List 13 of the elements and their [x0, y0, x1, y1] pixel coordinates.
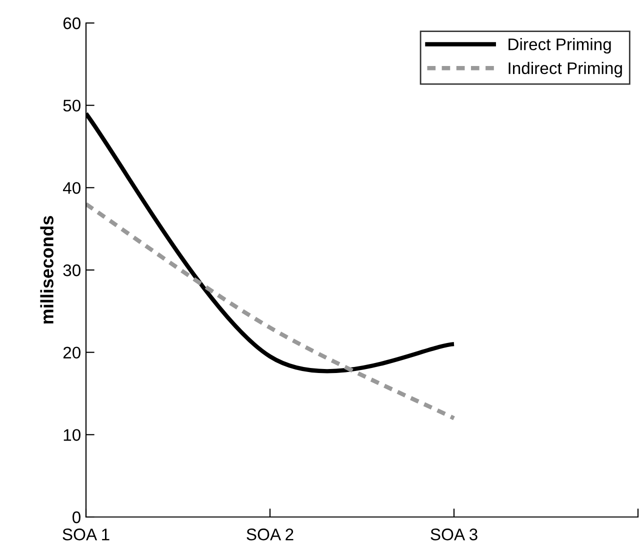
- legend-label: Direct Priming: [508, 38, 611, 54]
- y-tick-label: 50: [63, 100, 80, 112]
- y-tick-label: 30: [63, 264, 80, 276]
- x-tick-label: SOA 1: [62, 528, 110, 540]
- y-tick-label: 40: [62, 182, 80, 194]
- y-tick-label: 0: [72, 511, 80, 524]
- y-tick-label: 10: [64, 429, 80, 441]
- y-axis-title: milliseconds: [40, 216, 54, 324]
- y-tick-label: 60: [63, 17, 80, 30]
- x-tick-label: SOA 2: [246, 528, 294, 540]
- x-tick-label: SOA 3: [430, 528, 478, 540]
- legend-label: Indirect Priming: [508, 62, 622, 78]
- y-tick-label: 20: [63, 346, 80, 359]
